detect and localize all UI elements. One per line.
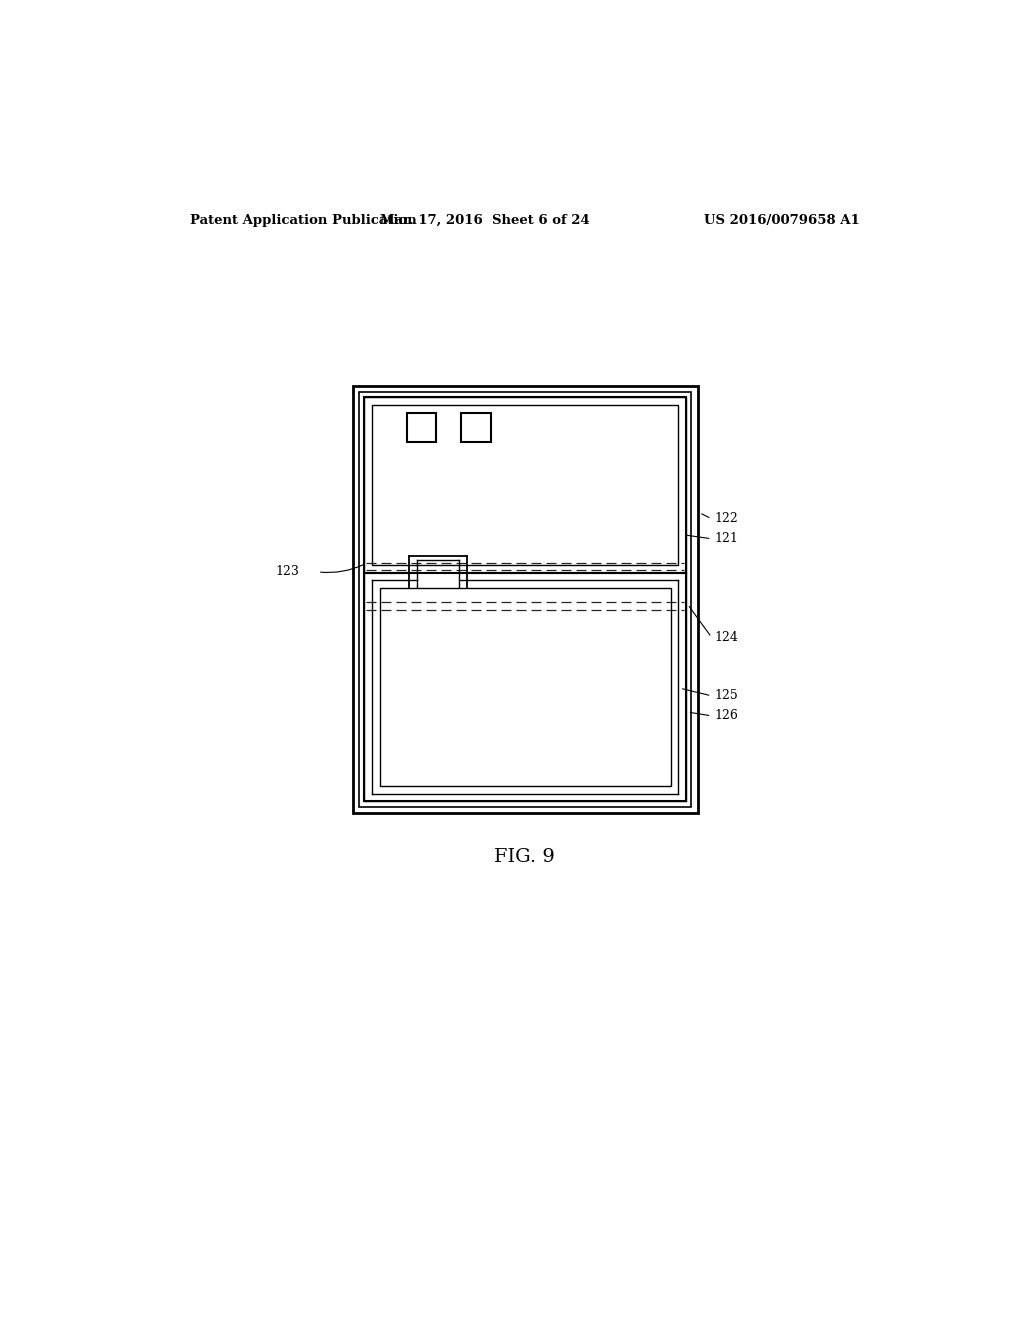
Bar [380,589,671,785]
Text: Patent Application Publication: Patent Application Publication [190,214,417,227]
Text: US 2016/0079658 A1: US 2016/0079658 A1 [703,214,859,227]
Text: 121: 121 [715,532,738,545]
Bar [365,397,686,573]
Text: 125: 125 [715,689,738,702]
Bar [352,385,697,813]
Text: 123: 123 [275,565,299,578]
Bar [407,412,436,442]
Bar [461,412,490,442]
Bar [372,405,678,565]
Text: Mar. 17, 2016  Sheet 6 of 24: Mar. 17, 2016 Sheet 6 of 24 [380,214,590,227]
Bar [365,397,686,801]
Text: 126: 126 [715,709,738,722]
Text: 124: 124 [715,631,738,644]
Bar [359,392,691,807]
Text: 122: 122 [715,512,738,525]
Text: FIG. 9: FIG. 9 [495,847,555,866]
